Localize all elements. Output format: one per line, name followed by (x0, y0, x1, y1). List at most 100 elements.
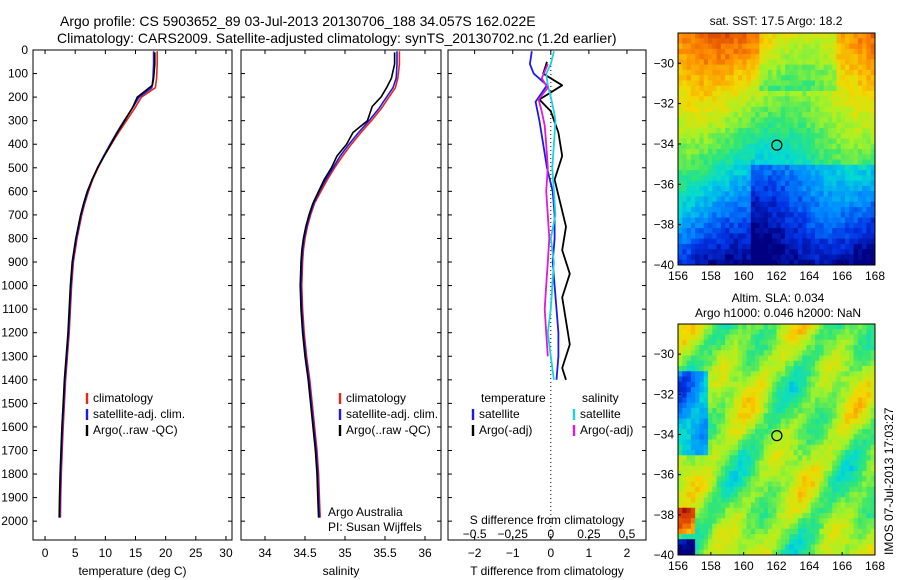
sla-map-cell (797, 397, 803, 404)
sst-map-cell (870, 196, 876, 203)
sla-map-cell (707, 539, 713, 545)
sla-map-cell (866, 376, 872, 383)
sst-map-cell (742, 106, 747, 113)
sst-map-cell (755, 233, 760, 240)
sst-map-cell (690, 48, 696, 55)
sla-map-cell (716, 402, 722, 409)
sst-map-cell (750, 69, 756, 76)
sst-map-cell (815, 170, 820, 176)
sla-map-cell (712, 439, 717, 446)
sla-map-cell (725, 439, 730, 446)
sst-map-cell (832, 196, 837, 203)
sla-map-cell (785, 381, 790, 388)
sla-map-cell (823, 444, 829, 451)
sst-map-cell (797, 259, 803, 266)
sla-map-cell (690, 444, 696, 451)
sla-map-cell (819, 476, 825, 482)
sst-map-cell (785, 222, 790, 229)
sst-map-cell (690, 143, 696, 150)
sla-map-cell (772, 523, 777, 530)
sst-map-cell (845, 91, 850, 97)
sst-map-cell (793, 191, 799, 197)
sla-map-cell (733, 497, 739, 503)
sla-map-cell (703, 392, 709, 398)
sla-map-cell (729, 439, 735, 446)
sla-map-cell (699, 450, 705, 456)
sst-map-cell (750, 96, 756, 102)
sst-map-cell (866, 149, 872, 155)
sst-map-cell (862, 249, 867, 255)
sla-map-cell (767, 439, 773, 446)
sst-map-cell (866, 96, 872, 102)
sst-map-cell (785, 259, 790, 266)
sla-map-cell (733, 444, 739, 451)
sla-map-cell (853, 339, 859, 346)
sla-map-cell (682, 450, 687, 456)
sst-map-cell (857, 159, 863, 166)
sla-map-cell (819, 334, 825, 341)
sst-map-cell (845, 127, 850, 134)
sla-map-cell (720, 518, 726, 524)
sst-map-cell (725, 96, 730, 102)
sst-map-cell (716, 33, 722, 39)
sst-map-cell (827, 75, 833, 81)
sst-map-cell (862, 75, 867, 81)
sla-map-cell (690, 502, 696, 509)
sla-map-cell (802, 371, 807, 377)
sst-map-cell (827, 59, 833, 66)
sla-map-cell (742, 471, 747, 477)
sla-map-cell (729, 492, 735, 498)
sla-map-cell (866, 507, 872, 514)
sst-map-cell (767, 154, 773, 160)
sla-map-cell (716, 392, 722, 398)
sla-map-cell (849, 528, 854, 535)
sst-map-cell (707, 122, 713, 129)
sst-map-cell (853, 217, 859, 224)
sla-map-cell (806, 513, 812, 519)
sla-map-cell (682, 476, 687, 482)
sla-map-cell (699, 513, 705, 519)
sla-map-cell (755, 444, 760, 451)
sst-map-cell (827, 101, 833, 108)
sla-map-cell (845, 408, 850, 414)
sla-map-cell (862, 429, 867, 435)
sst-map-cell (707, 228, 713, 234)
sst-map-cell (750, 112, 756, 118)
sst-map-cell (797, 238, 803, 245)
sst-map-cell (742, 54, 747, 60)
sst-map-cell (742, 249, 747, 255)
sla-map-cell (759, 455, 765, 461)
sla-map-cell (755, 513, 760, 519)
sla-map-cell (797, 360, 803, 367)
sst-map-cell (720, 159, 726, 166)
sst-map-cell (720, 64, 726, 71)
sla-map-cell (827, 434, 833, 440)
sla-map-cell (802, 355, 807, 362)
sst-map-cell (810, 191, 816, 197)
sst-map-cell (857, 96, 863, 102)
sla-map-cell (866, 418, 872, 425)
sst-map-cell (729, 212, 735, 218)
sla-map-cell (678, 397, 683, 404)
sla-map-cell (849, 408, 854, 414)
sst-map-cell (686, 106, 692, 113)
sla-map-cell (759, 334, 765, 341)
sla-map-cell (729, 481, 735, 488)
sla-map-cell (767, 518, 773, 524)
sla-map-cell (750, 513, 756, 519)
sla-map-cell (785, 507, 790, 514)
sla-map-cell (806, 350, 812, 356)
sst-map-cell (699, 149, 705, 155)
sla-map-cell (725, 502, 730, 509)
sst-map-cell (840, 133, 846, 139)
sla-map-cell (686, 502, 692, 509)
sst-map-cell (836, 85, 842, 92)
sla-map-cell (767, 497, 773, 503)
sst-map-cell (857, 207, 863, 213)
sst-map-cell (780, 59, 786, 66)
sla-map-cell (707, 418, 713, 425)
sst-map-cell (746, 143, 752, 150)
sla-map-cell (729, 539, 735, 545)
sla-map-cell (845, 360, 850, 367)
sst-map-cell (707, 175, 713, 182)
